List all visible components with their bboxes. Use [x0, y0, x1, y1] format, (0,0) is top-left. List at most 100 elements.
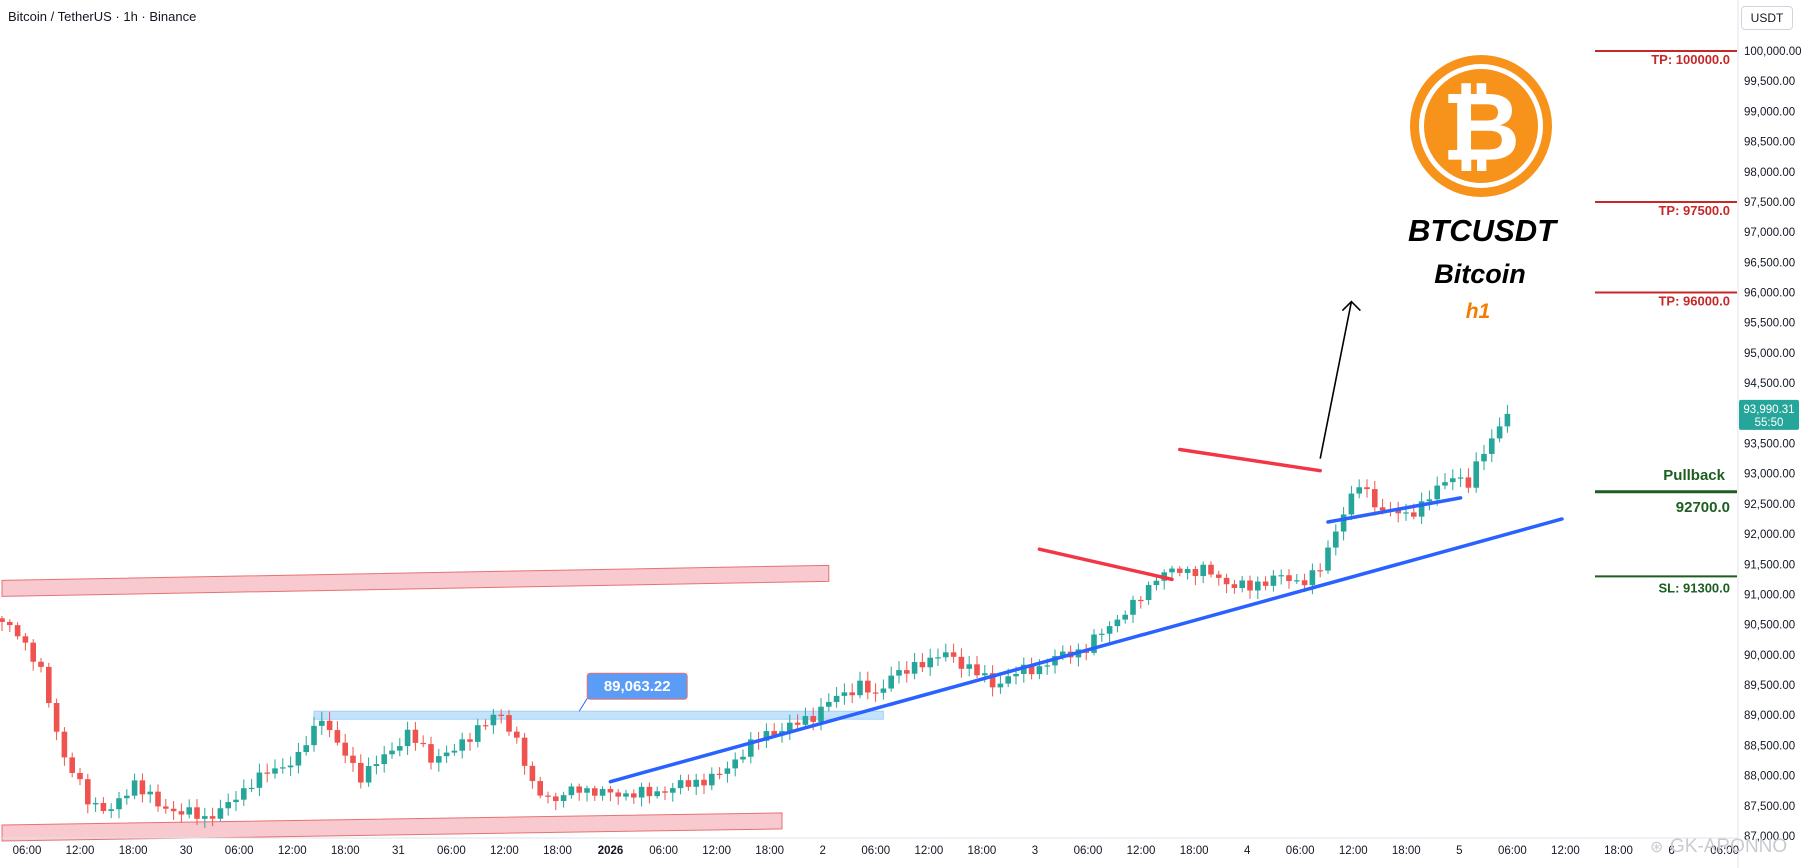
candle [381, 745, 387, 773]
candle [826, 693, 832, 712]
candle [342, 733, 348, 764]
candle [490, 709, 497, 734]
candle [241, 779, 247, 806]
candle [334, 721, 341, 746]
candle [170, 801, 177, 820]
candle-body [139, 780, 146, 795]
candle-body [1169, 568, 1175, 573]
candle [0, 615, 5, 631]
candle-body [365, 766, 372, 783]
price-tick-label: 92,000.00 [1744, 529, 1795, 541]
candle [865, 671, 871, 700]
candle-body [451, 750, 458, 753]
candle-body [771, 731, 777, 736]
candle-body [428, 744, 434, 763]
candle-body [1301, 580, 1308, 586]
price-tick-label: 96,000.00 [1744, 288, 1795, 300]
candle-body [1231, 584, 1238, 588]
candle [53, 698, 60, 741]
candle-body [280, 767, 286, 769]
candle [896, 661, 902, 684]
candle [631, 789, 637, 804]
candle-body [1216, 574, 1222, 578]
candle-body [1364, 487, 1370, 490]
candle [872, 683, 879, 702]
candle-body [1309, 570, 1316, 586]
candle [475, 718, 481, 748]
candle-body [833, 695, 840, 702]
stop-loss-label-4: SL: 91300.0 [1658, 580, 1730, 595]
price-axis[interactable]: 100,000.00 99,500.00 99,000.00 98,500.00 98,… [1737, 0, 1802, 868]
candle-body [358, 762, 364, 783]
candle-body [1060, 651, 1066, 657]
candle-body [38, 661, 44, 667]
candle-body [989, 673, 996, 688]
candle [919, 653, 926, 672]
candle-body [716, 773, 723, 775]
candle [732, 752, 738, 777]
currency-button[interactable]: USDT [1741, 6, 1793, 30]
candle-body [584, 788, 590, 793]
candle-body [264, 772, 270, 774]
price-tick-label: 93,000.00 [1744, 469, 1795, 481]
candle [576, 783, 582, 801]
candle-body [950, 652, 957, 657]
candle [498, 709, 504, 724]
channel-upper-band [1, 564, 830, 597]
candle-body [1325, 547, 1331, 571]
time-tick-label: 18:00 [119, 845, 148, 857]
candle-body [1457, 477, 1464, 479]
candle [280, 758, 286, 774]
time-tick-label: 06:00 [1074, 845, 1103, 857]
candle [1208, 561, 1214, 578]
candle-body [1286, 575, 1292, 582]
candle [326, 711, 333, 738]
candle [358, 754, 364, 789]
candle [155, 784, 161, 812]
time-tick-label: 12:00 [66, 845, 95, 857]
candle [1130, 595, 1136, 624]
candle [1075, 643, 1082, 667]
candle-body [326, 720, 333, 731]
candle-body [810, 716, 816, 722]
time-tick-label: 06:00 [225, 845, 254, 857]
candle [841, 683, 848, 705]
candle [350, 746, 356, 772]
time-axis[interactable]: 06:00 12:00 18:00 30 06:00 12:00 18:00 31 06:00 1… [0, 837, 1739, 857]
candle-body [116, 798, 122, 810]
candle-body [1418, 501, 1425, 517]
candle-body [69, 757, 75, 773]
candle-body [334, 730, 341, 743]
candle [1348, 485, 1355, 521]
projection-arrow-line [1319, 301, 1353, 459]
candle-body [1395, 510, 1401, 514]
candle [77, 767, 83, 786]
bitcoin-logo-face [1424, 69, 1538, 183]
candle [1231, 579, 1238, 594]
candle-body [178, 811, 185, 815]
candle-body [92, 802, 99, 805]
candle-body [1262, 581, 1269, 586]
candle [1200, 561, 1206, 584]
candle-body [1106, 626, 1113, 634]
candle-body [443, 752, 450, 757]
candle [935, 648, 941, 667]
candle [124, 789, 130, 805]
candle-body [77, 772, 83, 780]
candle-body [1153, 580, 1160, 586]
candle-body [943, 652, 949, 658]
time-tick-label: 12:00 [702, 845, 731, 857]
candle [404, 721, 411, 756]
time-tick-label: 06:00 [13, 845, 42, 857]
candle-body [935, 657, 941, 659]
candle-body [1489, 438, 1495, 454]
time-tick-label: 18:00 [1604, 845, 1633, 857]
time-tick-label: 12:00 [1339, 845, 1368, 857]
support-level-zone [313, 710, 884, 720]
candle-body [927, 657, 933, 668]
price-channel [1, 564, 830, 842]
support-level-band: 89,063.22 [313, 672, 884, 720]
candle-body [202, 816, 208, 819]
candle [1450, 469, 1456, 491]
